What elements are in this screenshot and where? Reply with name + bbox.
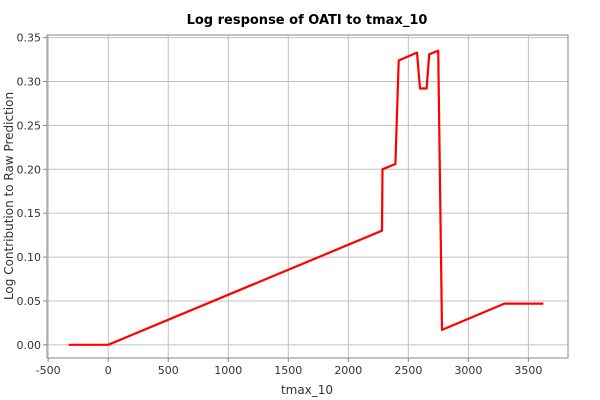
y-axis: 0.00 0.05 0.10 0.15 0.20 0.25 0.30 0.35	[17, 32, 47, 352]
series-line-response	[68, 49, 544, 346]
series-group	[68, 49, 544, 346]
y-tick-label: 0.20	[17, 163, 42, 176]
y-tick-label: 0.10	[17, 251, 42, 264]
y-tick-label: 0.05	[17, 295, 42, 308]
plot-frame	[46, 34, 569, 359]
x-axis: -500 0 500 1000 1500 2000 2500 3000 3500	[36, 358, 542, 377]
y-axis-label: Log Contribution to Raw Prediction	[2, 92, 16, 300]
y-tick-label: 0.15	[17, 207, 42, 220]
x-tick-label: 1000	[214, 364, 242, 377]
x-tick-label: 1500	[274, 364, 302, 377]
chart-title: Log response of OATI to tmax_10	[187, 13, 428, 28]
x-tick-label: -500	[36, 364, 61, 377]
x-tick-label: 2500	[394, 364, 422, 377]
x-tick-label: 3000	[454, 364, 482, 377]
y-tick-label: 0.30	[17, 76, 42, 89]
x-tick-label: 3500	[514, 364, 542, 377]
x-tick-label: 2000	[334, 364, 362, 377]
grid	[47, 35, 568, 358]
x-tick-label: 500	[158, 364, 179, 377]
y-tick-label: 0.00	[17, 339, 42, 352]
y-tick-label: 0.25	[17, 119, 42, 132]
y-tick-label: 0.35	[17, 32, 42, 45]
x-axis-label: tmax_10	[281, 383, 333, 397]
x-tick-label: 0	[105, 364, 112, 377]
